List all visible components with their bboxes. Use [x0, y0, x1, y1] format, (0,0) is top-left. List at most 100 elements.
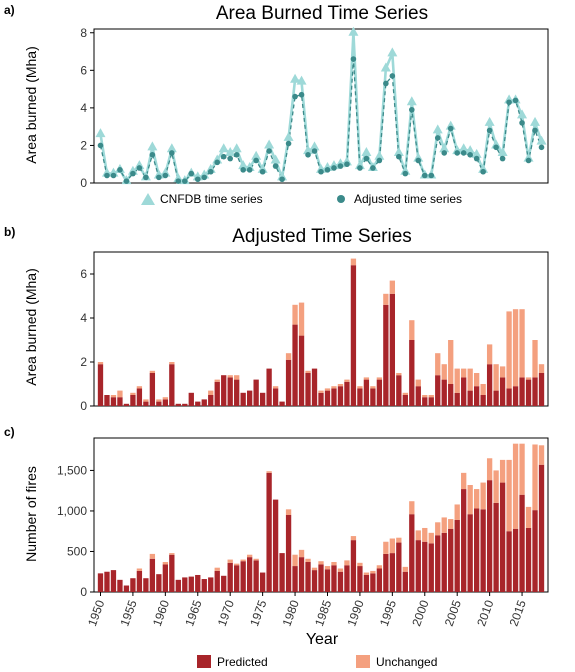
bar-predicted: [350, 265, 357, 406]
bar-predicted: [221, 575, 227, 592]
bar-unchanged: [214, 567, 220, 571]
cnfdb-point: [380, 62, 391, 72]
bar-predicted: [311, 570, 318, 592]
bar-predicted: [246, 390, 253, 406]
bar-unchanged: [428, 532, 434, 544]
bar-predicted: [130, 578, 136, 592]
legend-unchanged-swatch: [356, 655, 370, 668]
bar-predicted: [499, 377, 506, 406]
adjusted-point: [519, 120, 525, 126]
bar-predicted: [448, 528, 454, 592]
cnfdb-point: [530, 116, 541, 126]
adjusted-point: [434, 135, 441, 141]
adjusted-point: [499, 155, 506, 162]
bar-predicted: [311, 368, 318, 406]
bar-unchanged: [486, 458, 493, 481]
bar-unchanged: [467, 368, 473, 391]
adjusted-point: [506, 99, 512, 106]
panel-c-x-axis: 1950 1955 1960 1965 1970 1975 1980 1985 1990 1995…: [85, 592, 529, 628]
bar-unchanged: [389, 280, 396, 294]
bar-unchanged: [525, 377, 532, 380]
bar-unchanged: [298, 549, 305, 558]
panel-b-ylabel: Area burned (Mha): [23, 268, 39, 386]
panel-c-xlabel: Year: [306, 631, 339, 648]
bar-unchanged: [532, 340, 538, 378]
bar-predicted: [318, 564, 324, 592]
series-line-adjusted: [99, 59, 543, 183]
adjusted-point: [331, 165, 337, 171]
panel-b-label: b): [4, 225, 15, 239]
bar-predicted: [396, 542, 402, 592]
x-tick-label: 1975: [247, 598, 269, 628]
bar-unchanged: [240, 559, 246, 562]
panel-a-frame: [93, 28, 549, 184]
legend-cnfdb-label: CNFDB time series: [160, 192, 263, 206]
adjusted-point: [194, 176, 201, 183]
bar-predicted: [279, 401, 285, 406]
bar-predicted: [376, 379, 383, 406]
adjusted-point: [136, 165, 143, 171]
bar-unchanged: [169, 553, 175, 555]
bar-unchanged: [292, 304, 298, 325]
adjusted-point: [233, 152, 240, 158]
bar-predicted: [201, 579, 207, 592]
adjusted-point: [130, 170, 136, 177]
bar-predicted: [214, 570, 220, 592]
panel-b-title: Adjusted Time Series: [232, 226, 412, 247]
x-tick-label: 1970: [215, 598, 237, 628]
adjusted-point: [188, 170, 195, 177]
bar-predicted: [298, 557, 305, 592]
bar-predicted: [461, 377, 467, 406]
bar-predicted: [188, 392, 194, 406]
cnfdb-point: [95, 128, 106, 138]
y-tick-label: 6: [80, 267, 87, 281]
adjusted-point: [143, 174, 149, 181]
adjusted-point: [467, 152, 473, 158]
bar-predicted: [285, 515, 292, 592]
bar-unchanged: [519, 309, 525, 378]
adjusted-point: [486, 127, 493, 134]
bar-predicted: [525, 379, 532, 406]
bar-predicted: [486, 364, 493, 406]
bar-predicted: [259, 572, 266, 592]
bar-predicted: [272, 388, 279, 406]
bar-predicted: [110, 397, 117, 406]
bar-unchanged: [110, 395, 117, 398]
adjusted-point: [220, 153, 227, 160]
bar-unchanged: [493, 364, 499, 391]
bar-predicted: [169, 554, 175, 592]
bar-unchanged: [525, 506, 532, 528]
bar-unchanged: [253, 558, 259, 561]
adjusted-point: [454, 150, 461, 156]
adjusted-point: [123, 178, 130, 184]
bar-predicted: [422, 397, 428, 406]
bar-unchanged: [409, 320, 415, 340]
bar-unchanged: [227, 375, 233, 378]
adjusted-point: [104, 172, 110, 179]
bar-unchanged: [136, 568, 143, 571]
cnfdb-point: [238, 160, 249, 170]
y-tick-label: 500: [67, 544, 87, 558]
panel-c-y-axis: 0 500 1,000 1,500: [57, 463, 94, 599]
adjusted-point: [169, 150, 175, 156]
bar-predicted: [506, 388, 512, 406]
panel-a-y-axis: 0 2 4 6 8: [80, 26, 94, 190]
cnfdb-point: [439, 143, 450, 153]
bar-predicted: [422, 541, 428, 592]
bar-predicted: [253, 379, 259, 406]
y-tick-label: 2: [80, 138, 87, 152]
bar-predicted: [383, 553, 389, 592]
bar-predicted: [227, 377, 233, 406]
adjusted-point: [253, 157, 259, 164]
bar-unchanged: [363, 377, 370, 380]
bar-predicted: [175, 403, 181, 406]
bar-unchanged: [441, 364, 447, 380]
bar-predicted: [461, 489, 467, 592]
adjusted-point: [493, 144, 499, 151]
bar-predicted: [298, 335, 305, 406]
bar-unchanged: [415, 530, 421, 541]
adjusted-point: [240, 167, 246, 173]
bar-unchanged: [422, 395, 428, 398]
bar-unchanged: [162, 397, 169, 400]
adjusted-point: [285, 140, 292, 147]
